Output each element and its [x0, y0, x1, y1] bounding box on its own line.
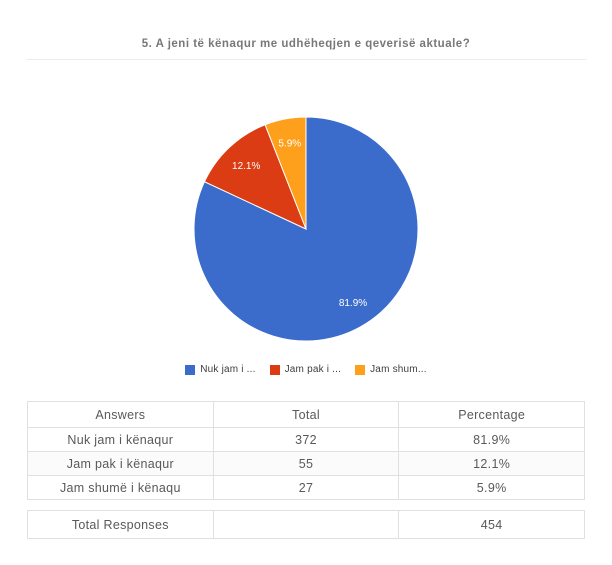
title-divider: [26, 59, 586, 60]
legend-item: Jam shum...: [355, 364, 427, 375]
column-header: Answers: [27, 401, 214, 428]
results-table-body: Nuk jam i kënaqur 372 81.9% Jam pak i kënaq…: [27, 427, 585, 500]
pie-chart: 81.9% 12.1% 5.9%: [193, 116, 419, 342]
pie-slice-2: [203, 124, 307, 230]
total-responses-spacer: [212, 510, 400, 539]
table-cell: 372: [212, 427, 400, 452]
table-row: Jam shumë i kënaqu 27 5.9%: [27, 475, 585, 500]
table-cell: Nuk jam i kënaqur: [27, 427, 214, 452]
results-section: Answers Total Percentage Nuk jam i kënaqur…: [27, 401, 585, 539]
table-cell: 81.9%: [398, 427, 585, 452]
legend-item: Nuk jam i ...: [185, 364, 255, 375]
legend-swatch: [355, 364, 366, 375]
pie-slice-3: [264, 116, 307, 230]
legend-label: Nuk jam i ...: [200, 364, 256, 375]
table-cell: Jam pak i kënaqur: [27, 451, 214, 476]
page-title: 5. A jeni të kënaqur me udhëheqjen e qev…: [141, 38, 471, 50]
pie-slice-label: 12.1%: [232, 161, 260, 172]
column-header: Percentage: [398, 401, 585, 428]
table-cell: 12.1%: [398, 451, 585, 476]
pie-slice-label: 5.9%: [278, 139, 301, 150]
legend-item: Jam pak i ...: [269, 364, 342, 375]
total-responses-row: Total Responses 454: [27, 510, 585, 539]
legend-swatch: [269, 364, 280, 375]
table-cell: 27: [212, 475, 400, 500]
results-table: Answers Total Percentage Nuk jam i kënaqur…: [27, 401, 585, 500]
chart-block: 81.9% 12.1% 5.9% Nuk jam i ... Jam pak i ..…: [0, 114, 612, 375]
results-table-header-row: Answers Total Percentage: [27, 401, 585, 428]
table-row: Jam pak i kënaqur 55 12.1%: [27, 451, 585, 476]
table-row: Nuk jam i kënaqur 372 81.9%: [27, 427, 585, 452]
legend-label: Jam pak i ...: [284, 364, 342, 375]
survey-result-page: 5. A jeni të kënaqur me udhëheqjen e qev…: [0, 38, 612, 539]
table-cell: 5.9%: [398, 475, 585, 500]
table-cell: 55: [212, 451, 400, 476]
legend-label: Jam shum...: [370, 364, 427, 375]
table-cell: Jam shumë i kënaqu: [27, 475, 214, 500]
total-responses-table: Total Responses 454: [27, 510, 585, 539]
legend-swatch: [185, 364, 196, 375]
total-responses-value: 454: [398, 510, 585, 539]
column-header: Total: [212, 401, 400, 428]
total-responses-label: Total Responses: [27, 510, 214, 539]
chart-legend: Nuk jam i ... Jam pak i ... Jam shum...: [0, 364, 612, 375]
pie-slice-label: 81.9%: [339, 298, 367, 309]
